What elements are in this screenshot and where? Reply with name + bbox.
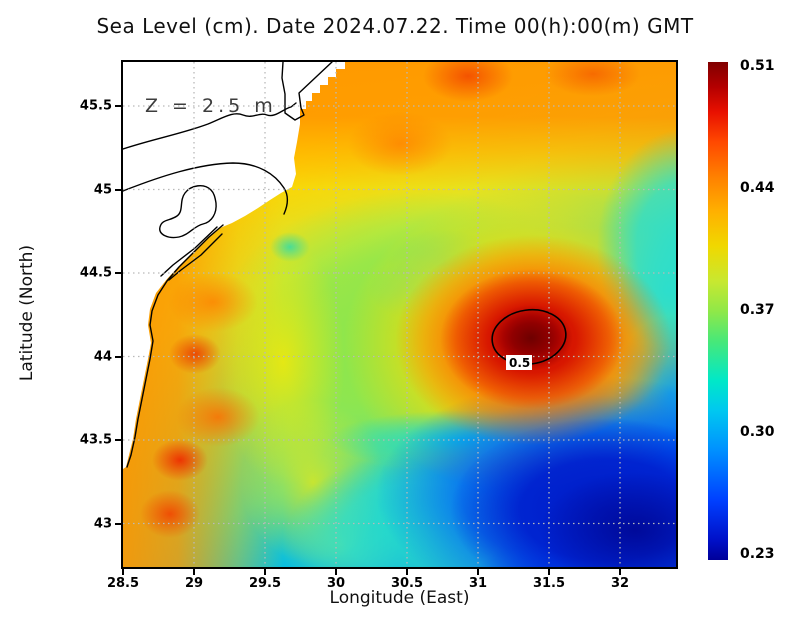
x-tick-label: 31 xyxy=(468,576,488,591)
x-tick xyxy=(193,569,195,575)
y-tick xyxy=(115,272,121,274)
x-tick xyxy=(477,569,479,575)
x-axis-label: Longitude (East) xyxy=(329,588,470,608)
y-tick-label: 43 xyxy=(93,516,112,531)
x-tick-label: 29.5 xyxy=(248,576,282,591)
x-tick xyxy=(122,569,124,575)
x-tick xyxy=(335,569,337,575)
x-tick-label: 28.5 xyxy=(106,576,140,591)
x-tick xyxy=(619,569,621,575)
graticule-grid xyxy=(123,62,676,567)
coastline xyxy=(123,62,333,468)
x-tick-label: 30 xyxy=(326,576,346,591)
x-tick-label: 30.5 xyxy=(390,576,424,591)
y-tick xyxy=(115,355,121,358)
colorbar-tick-label: 0.23 xyxy=(740,546,775,562)
map-overlay: 0.5 Z = 2.5 m xyxy=(123,62,676,567)
colorbar-tick-label: 0.44 xyxy=(740,180,775,196)
colorbar-tick-label: 0.30 xyxy=(740,424,775,440)
land-mask xyxy=(123,62,345,469)
y-tick xyxy=(115,522,121,525)
colorbar-tick-label: 0.51 xyxy=(740,58,775,74)
y-tick-label: 43.5 xyxy=(79,432,112,448)
y-tick xyxy=(115,439,121,441)
y-tick-label: 44 xyxy=(93,349,112,364)
y-tick-label: 44.5 xyxy=(79,265,112,281)
depth-annotation: Z = 2.5 m xyxy=(145,95,277,117)
x-tick xyxy=(406,569,408,575)
x-tick-label: 31.5 xyxy=(532,576,566,591)
y-tick xyxy=(115,105,121,107)
colorbar-tick-label: 0.37 xyxy=(740,302,775,318)
y-tick-label: 45.5 xyxy=(79,98,112,114)
contour-label-box xyxy=(506,355,532,370)
contour-label: 0.5 xyxy=(509,356,530,370)
map-plot-area: 0.5 Z = 2.5 m xyxy=(121,60,678,569)
x-tick xyxy=(264,569,266,575)
contour-line-0-5 xyxy=(491,308,567,366)
x-tick-label: 29 xyxy=(184,576,204,591)
chart-title: Sea Level (cm). Date 2024.07.22. Time 00… xyxy=(96,14,694,38)
y-axis-label: Latitude (North) xyxy=(17,244,37,382)
y-tick-label: 45 xyxy=(93,182,112,197)
y-tick xyxy=(115,188,121,191)
colorbar xyxy=(708,62,728,560)
x-tick-label: 32 xyxy=(610,576,630,591)
x-tick xyxy=(548,569,550,575)
